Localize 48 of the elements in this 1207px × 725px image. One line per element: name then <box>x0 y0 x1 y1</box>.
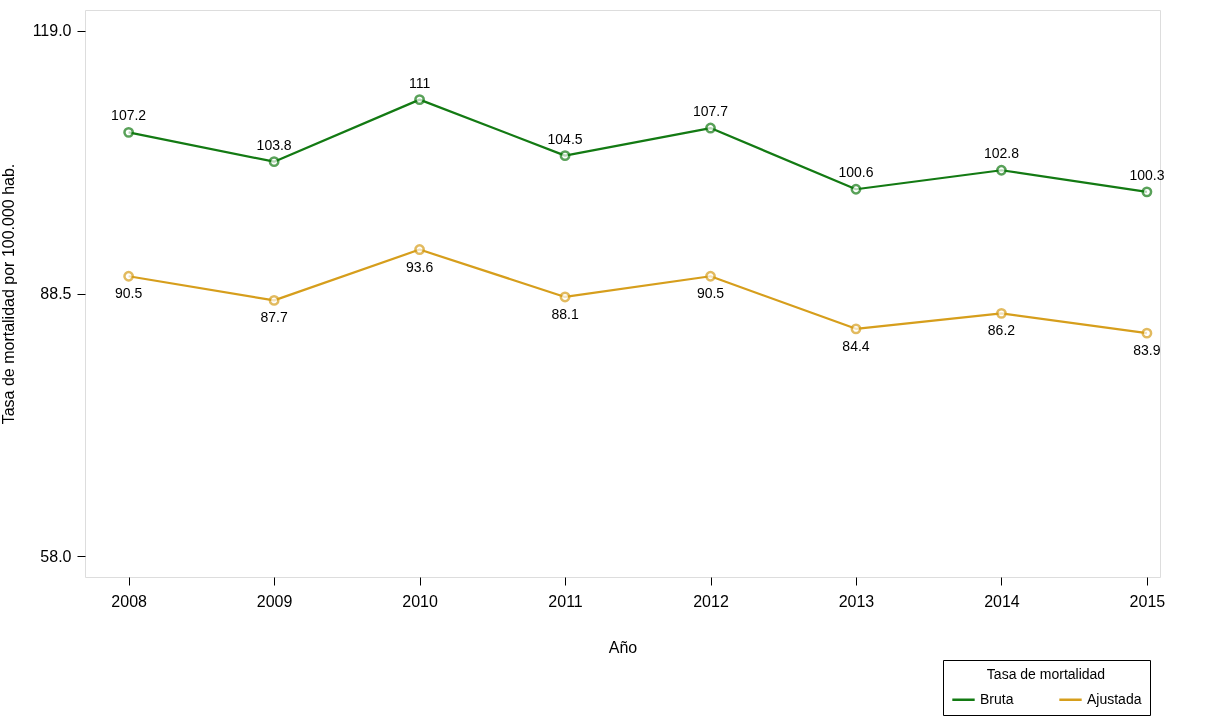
x-tick-label: 2010 <box>402 592 438 610</box>
legend-title: Tasa de mortalidad <box>986 666 1106 682</box>
y-tick-label: 119.0 <box>32 22 72 40</box>
point <box>559 291 571 303</box>
data-label: 88.1 <box>551 305 579 322</box>
x-tick-label: 2015 <box>1129 592 1166 610</box>
data-label: 83.9 <box>1133 342 1161 359</box>
data-label: 111 <box>408 74 431 91</box>
data-label: 93.6 <box>405 258 434 275</box>
data-label: 103.8 <box>256 136 292 153</box>
point <box>1141 186 1153 198</box>
data-label: 90.5 <box>115 285 143 302</box>
data-label: 100.6 <box>838 164 874 181</box>
data-label: 104.5 <box>547 130 583 147</box>
point <box>123 126 135 138</box>
data-label: 87.7 <box>260 309 288 326</box>
y-tick-label: 88.5 <box>40 285 72 302</box>
y-tick-label: 58.0 <box>40 547 72 565</box>
y-axis-title: Tasa de mortalidad por 100.000 hab. <box>0 163 17 425</box>
point <box>996 164 1007 176</box>
x-tick-label: 2013 <box>838 592 875 610</box>
x-tick-label: 2012 <box>693 592 729 610</box>
x-axis-title: Año <box>608 638 638 656</box>
data-label: 100.3 <box>1129 166 1165 183</box>
point <box>559 150 571 162</box>
data-label: 102.8 <box>983 145 1020 162</box>
data-label: 90.5 <box>696 285 725 302</box>
point <box>414 94 426 106</box>
point <box>268 156 280 168</box>
x-tick-label: 2014 <box>984 592 1020 610</box>
point <box>123 270 135 282</box>
point <box>705 122 716 134</box>
point <box>705 270 716 282</box>
point <box>996 307 1007 319</box>
data-label: 86.2 <box>987 322 1016 339</box>
point <box>414 244 426 255</box>
x-tick-label: 2011 <box>548 592 583 610</box>
point <box>268 294 280 306</box>
point <box>850 323 862 335</box>
x-tick-label: 2008 <box>111 592 148 610</box>
x-tick-label: 2009 <box>256 592 293 610</box>
legend-label: Ajustada <box>1087 690 1142 707</box>
data-label: 84.4 <box>842 337 870 354</box>
data-label: 107.2 <box>111 107 147 124</box>
legend-label: Bruta <box>980 690 1014 707</box>
data-label: 107.7 <box>692 103 729 120</box>
point <box>850 183 862 195</box>
point <box>1141 327 1153 339</box>
